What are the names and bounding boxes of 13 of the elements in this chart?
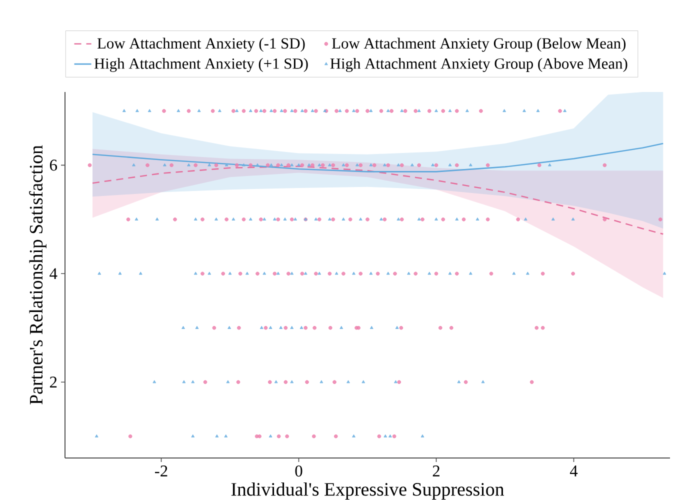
legend-label: Low Attachment Anxiety Group (Below Mean) bbox=[332, 38, 626, 52]
legend-label: High Attachment Anxiety (+1 SD) bbox=[94, 58, 308, 72]
x-tick-label: 0 bbox=[295, 466, 302, 477]
x-tick-label: -2 bbox=[155, 466, 168, 476]
y-axis-title: Partner's Relationship Satisfaction bbox=[29, 145, 46, 404]
y-tick-label: 2 bbox=[50, 376, 57, 388]
x-axis-title: Individual's Expressive Suppression bbox=[231, 482, 504, 500]
x-tick-label: 2 bbox=[432, 466, 440, 476]
legend-label: High Attachment Anxiety Group (Above Mean) bbox=[330, 58, 628, 72]
legend-label: Low Attachment Anxiety (-1 SD) bbox=[97, 38, 305, 52]
x-tick-label: 4 bbox=[570, 466, 578, 476]
y-tick-label: 6 bbox=[50, 160, 57, 171]
y-tick-label: 4 bbox=[50, 268, 58, 280]
